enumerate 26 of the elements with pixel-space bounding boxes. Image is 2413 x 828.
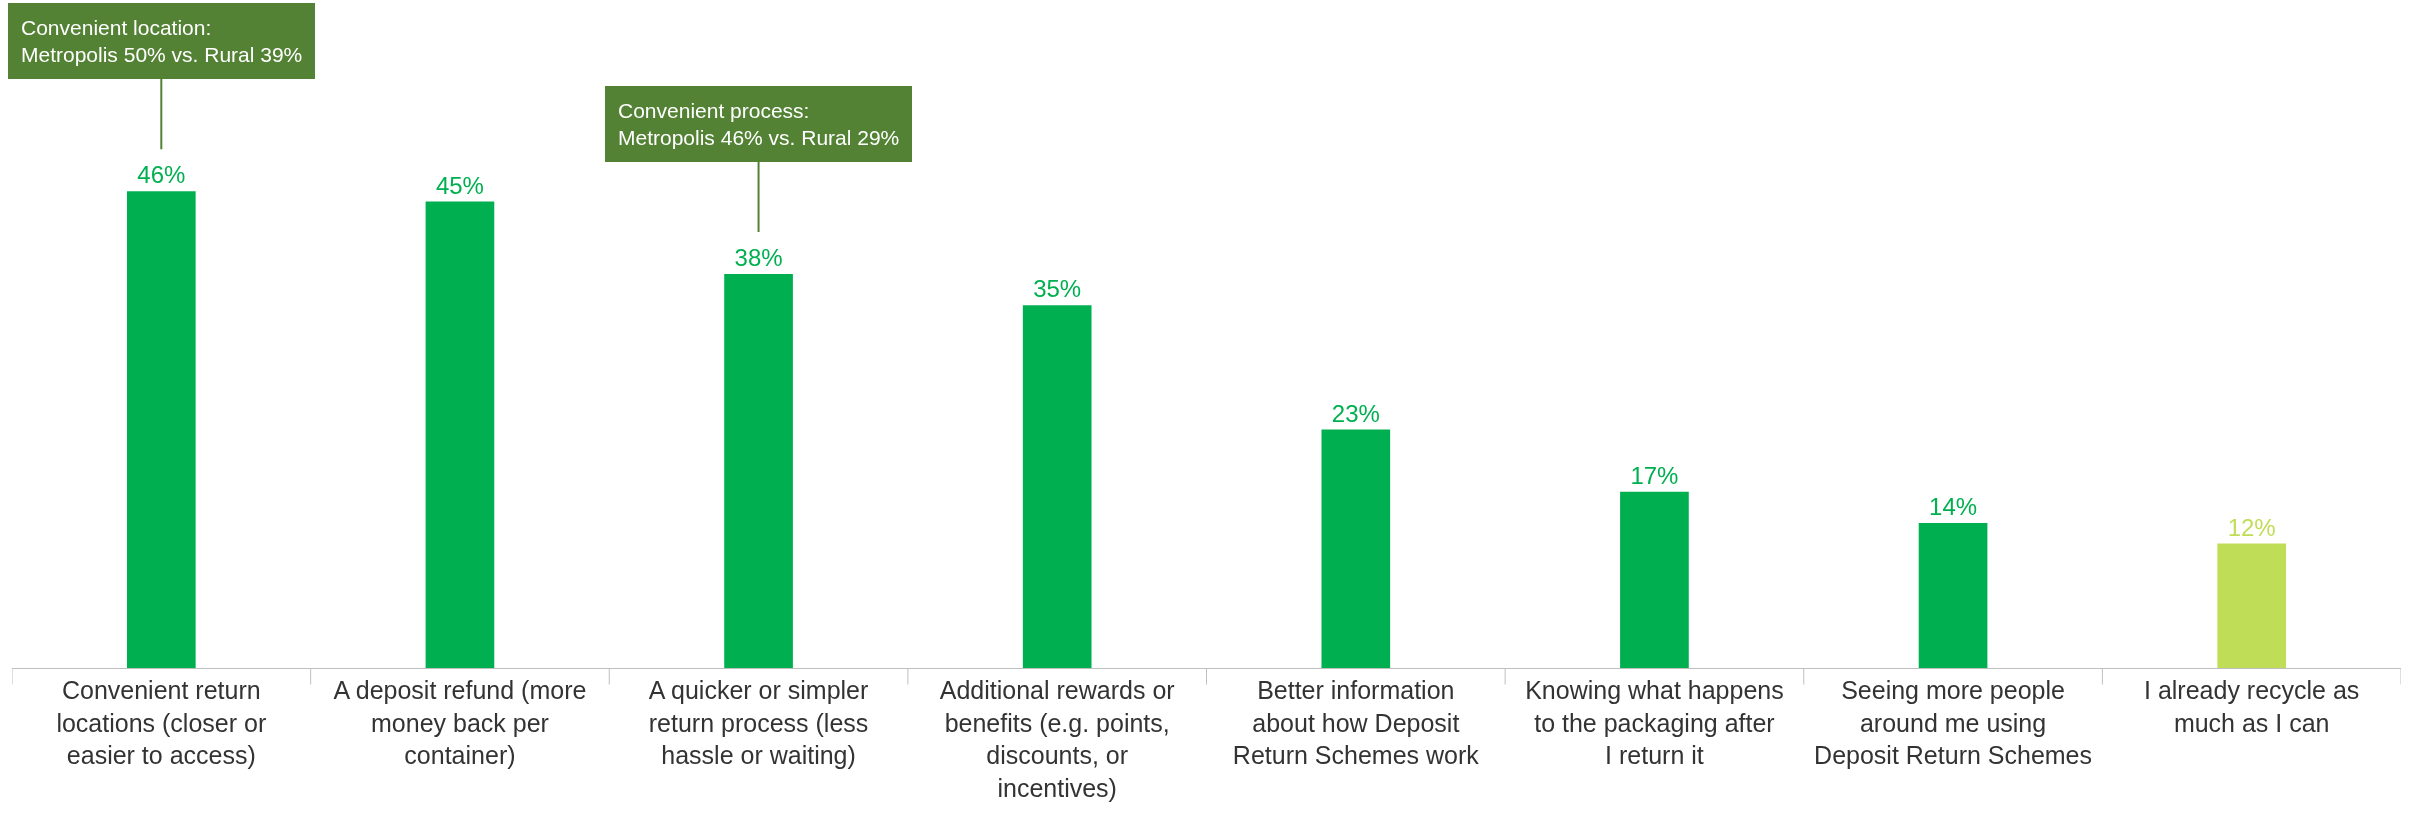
data-label: 12% xyxy=(2227,513,2276,541)
bar xyxy=(1321,429,1391,668)
data-label: 23% xyxy=(1331,399,1380,427)
bar xyxy=(1022,305,1092,668)
data-label: 17% xyxy=(1630,461,1679,489)
data-label: 46% xyxy=(137,161,186,189)
annotation: Convenient location: Metropolis 50% vs. Rural 39% xyxy=(21,16,303,67)
data-label: 35% xyxy=(1033,275,1082,303)
annotation: Convenient process: Metropolis 46% vs. Rural 29% xyxy=(618,99,900,150)
data-label: 14% xyxy=(1929,492,1978,520)
x-tick-label: Convenient return locations (closer or easier to access) xyxy=(56,676,267,769)
data-label: 38% xyxy=(734,244,783,272)
data-label: 45% xyxy=(435,171,484,199)
bar xyxy=(425,201,495,668)
bar xyxy=(1620,491,1689,668)
x-tick-label: A deposit refund (more money back per container) xyxy=(333,676,587,769)
bar xyxy=(724,274,793,668)
bar xyxy=(1918,522,1988,668)
x-tick-label: Seeing more people around me using Deposit Return Schemes xyxy=(1814,676,2093,769)
x-tick-label: A quicker or simpler return process (less hassle or waiting) xyxy=(648,676,869,769)
bar xyxy=(2217,543,2287,668)
x-tick-label: Additional rewards or benefits (e.g. points, discounts, or incentives) xyxy=(939,676,1175,802)
x-tick-label: I already recycle as much as I can xyxy=(2144,676,2360,737)
x-tick-label: Better information about how Deposit Return Schemes work xyxy=(1232,676,1480,769)
x-tick-label: Knowing what happens to the packaging after I return it xyxy=(1525,676,1784,769)
bar xyxy=(126,191,196,668)
